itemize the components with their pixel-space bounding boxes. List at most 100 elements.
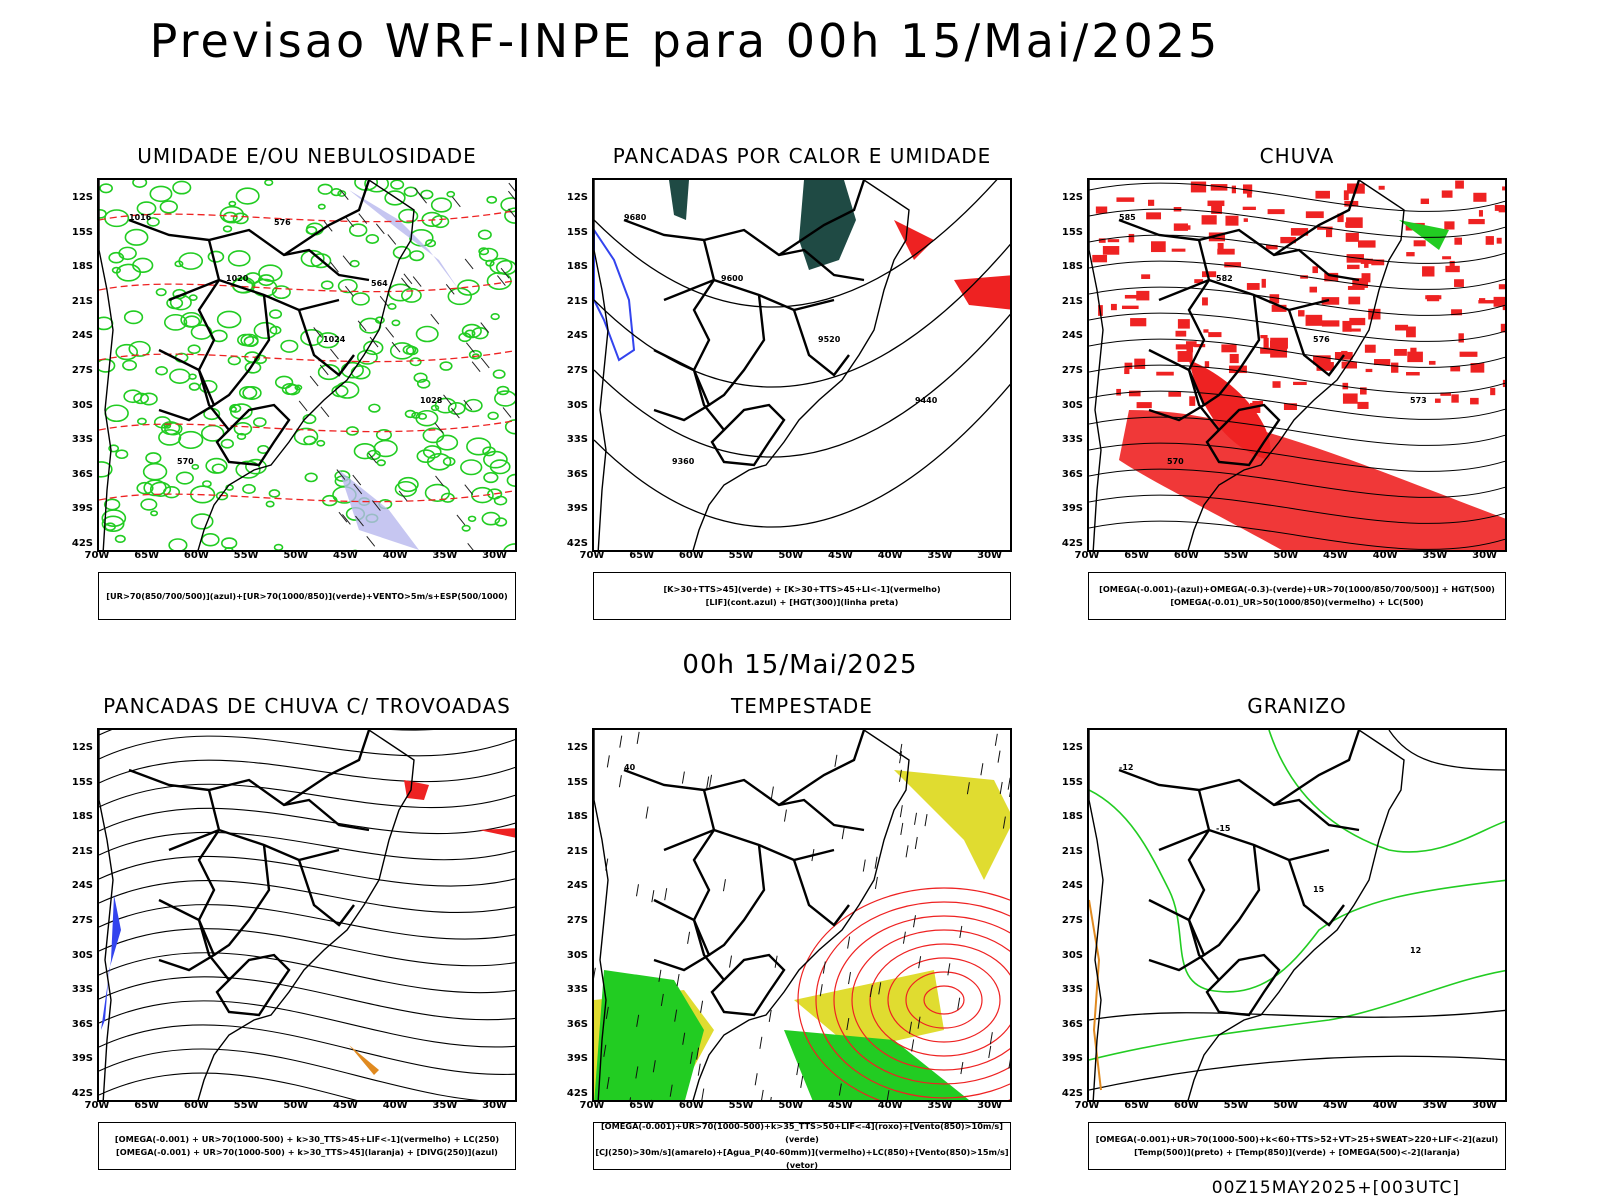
longitude-label: 65W bbox=[629, 550, 655, 561]
forecast-map: 1016 1020 1024 1028 570 576 564 bbox=[97, 178, 517, 552]
panel-title: TEMPESTADE bbox=[731, 694, 873, 718]
latitude-label: 15S bbox=[1061, 226, 1083, 238]
longitude-label: 70W bbox=[1074, 550, 1100, 561]
latitude-label: 27S bbox=[71, 915, 93, 926]
latitude-label: 18S bbox=[566, 261, 588, 273]
legend-line: [OMEGA(-0.001) + UR>70(1000-500) + k>30_… bbox=[116, 1147, 498, 1157]
contour-label: 1024 bbox=[323, 335, 346, 344]
longitude-label: 40W bbox=[382, 1100, 408, 1111]
latitude-label: 36S bbox=[71, 468, 93, 480]
longitude-label: 45W bbox=[333, 550, 358, 561]
longitude-label: 55W bbox=[1223, 1100, 1249, 1111]
longitude-label: 30W bbox=[482, 550, 508, 561]
longitude-label: 60W bbox=[183, 1100, 209, 1111]
legend-line: [LIF](cont.azul) + [HGT(300)](linha pret… bbox=[705, 597, 899, 607]
latitude-label: 12S bbox=[1061, 192, 1083, 203]
longitude-label: 50W bbox=[283, 550, 309, 561]
longitude-label: 30W bbox=[977, 550, 1003, 561]
legend-line: [OMEGA(-0.001)+UR>70(1000-500)+k>35_TTS>… bbox=[600, 1121, 1004, 1144]
latitude-label: 36S bbox=[566, 468, 588, 480]
longitude-label: 65W bbox=[629, 1100, 655, 1111]
contour-label: 1016 bbox=[129, 213, 152, 222]
longitude-label: 50W bbox=[1273, 550, 1299, 561]
longitude-label: 45W bbox=[828, 550, 853, 561]
contour-label: 12 bbox=[1410, 946, 1421, 955]
longitude-label: 70W bbox=[84, 1100, 110, 1111]
latitude-label: 30S bbox=[71, 399, 93, 411]
latitude-label: 30S bbox=[566, 949, 588, 961]
latitude-label: 33S bbox=[566, 984, 588, 996]
contour-label: 582 bbox=[1216, 274, 1233, 283]
longitude-label: 60W bbox=[1173, 550, 1199, 561]
longitude-label: 55W bbox=[233, 550, 259, 561]
contour-label: -15 bbox=[1216, 824, 1231, 833]
longitude-label: 60W bbox=[183, 550, 209, 561]
contour-label: 576 bbox=[1313, 335, 1330, 344]
footer-timestamp: 00Z15MAY2025+[003UTC] bbox=[1211, 1178, 1460, 1198]
longitude-label: 50W bbox=[1273, 1100, 1299, 1111]
legend-line: [OMEGA(-0.001)-(azul)+OMEGA(-0.3)-(verde… bbox=[1099, 584, 1495, 594]
longitude-label: 45W bbox=[1323, 550, 1348, 561]
contour-label: 40 bbox=[624, 763, 636, 772]
latitude-label: 27S bbox=[71, 365, 93, 376]
latitude-label: 15S bbox=[1061, 776, 1083, 788]
longitude-label: 60W bbox=[678, 1100, 704, 1111]
latitude-label: 18S bbox=[1061, 261, 1083, 273]
legend-line: [OMEGA(-0.001)+UR>70(1000-500)+k<60+TTS>… bbox=[1095, 1134, 1499, 1144]
latitude-label: 42S bbox=[71, 538, 93, 549]
contour-label: 9520 bbox=[818, 335, 841, 344]
panel-title: CHUVA bbox=[1259, 144, 1335, 168]
latitude-label: 24S bbox=[1061, 330, 1083, 342]
latitude-label: 21S bbox=[71, 295, 93, 307]
contour-label: 564 bbox=[371, 279, 388, 288]
mid-title: 00h 15/Mai/2025 bbox=[682, 650, 918, 680]
panel-title: PANCADAS POR CALOR E UMIDADE bbox=[612, 144, 992, 168]
longitude-label: 60W bbox=[1173, 1100, 1199, 1111]
longitude-label: 60W bbox=[678, 550, 704, 561]
latitude-label: 33S bbox=[71, 434, 93, 446]
longitude-label: 50W bbox=[283, 1100, 309, 1111]
longitude-label: 70W bbox=[84, 550, 110, 561]
latitude-label: 42S bbox=[566, 1088, 588, 1099]
latitude-label: 12S bbox=[71, 742, 93, 753]
latitude-label: 21S bbox=[566, 845, 588, 857]
longitude-label: 55W bbox=[728, 550, 754, 561]
longitude-label: 55W bbox=[1223, 550, 1249, 561]
latitude-label: 21S bbox=[71, 845, 93, 857]
latitude-label: 21S bbox=[1061, 845, 1083, 857]
latitude-label: 39S bbox=[1061, 1053, 1083, 1065]
latitude-label: 15S bbox=[566, 776, 588, 788]
latitude-label: 24S bbox=[71, 330, 93, 342]
latitude-label: 27S bbox=[1061, 915, 1083, 926]
latitude-label: 39S bbox=[566, 503, 588, 515]
longitude-label: 35W bbox=[1422, 550, 1448, 561]
longitude-label: 35W bbox=[432, 1100, 458, 1111]
latitude-label: 18S bbox=[71, 811, 93, 823]
longitude-label: 50W bbox=[778, 1100, 804, 1111]
longitude-label: 45W bbox=[333, 1100, 358, 1111]
longitude-label: 40W bbox=[1372, 550, 1398, 561]
legend-line: [Temp(500)](preto) + [Temp(850)](verde) … bbox=[1134, 1147, 1460, 1157]
longitude-label: 30W bbox=[482, 1100, 508, 1111]
longitude-label: 45W bbox=[828, 1100, 853, 1111]
latitude-label: 15S bbox=[71, 226, 93, 238]
main-title: Previsao WRF-INPE para 00h 15/Mai/2025 bbox=[149, 14, 1221, 68]
contour-label: 9360 bbox=[672, 457, 695, 466]
longitude-label: 65W bbox=[1124, 1100, 1150, 1111]
panel-title: UMIDADE E/OU NEBULOSIDADE bbox=[137, 144, 477, 168]
latitude-label: 27S bbox=[1061, 365, 1083, 376]
contour-label: 15 bbox=[1313, 885, 1325, 894]
map-legend: [OMEGA(-0.001) + UR>70(1000-500) + k>30_… bbox=[98, 1122, 516, 1170]
legend-line: [K>30+TTS>45](verde) + [K>30+TTS>45+LI<-… bbox=[663, 584, 941, 594]
latitude-label: 42S bbox=[566, 538, 588, 549]
latitude-label: 33S bbox=[1061, 984, 1083, 996]
latitude-label: 12S bbox=[566, 742, 588, 753]
longitude-label: 30W bbox=[1472, 550, 1498, 561]
latitude-label: 24S bbox=[566, 330, 588, 342]
contour-label: 9440 bbox=[915, 396, 938, 405]
contour-label: 9600 bbox=[721, 274, 744, 283]
map-legend: [UR>70(850/700/500)](azul)+[UR>70(1000/8… bbox=[98, 572, 516, 620]
contour-label: 9680 bbox=[624, 213, 647, 222]
latitude-label: 27S bbox=[566, 365, 588, 376]
latitude-label: 39S bbox=[1061, 503, 1083, 515]
